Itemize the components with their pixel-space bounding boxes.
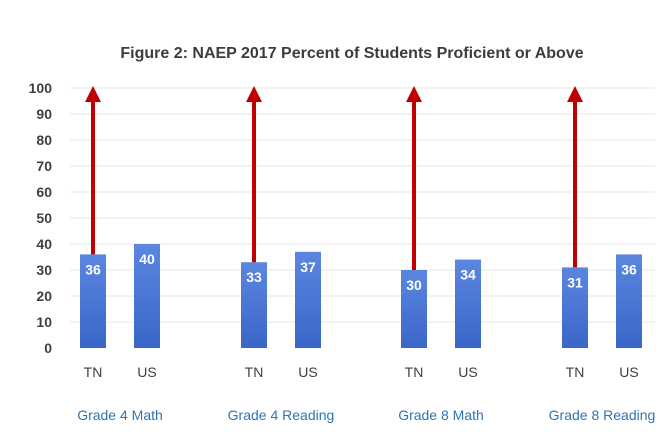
gridlines [70, 87, 655, 323]
x-tick-label: US [298, 364, 317, 380]
bar-value-label: 31 [567, 274, 583, 290]
y-tick-label: 60 [36, 184, 52, 200]
y-tick-label: 10 [36, 314, 52, 330]
y-axis-ticks: 0 10 20 30 40 50 60 70 80 90 100 [29, 80, 53, 356]
bar-us [134, 244, 160, 348]
bar-tn [80, 254, 106, 348]
bar-us [295, 251, 321, 348]
group-labels: Grade 4 Math Grade 4 Reading Grade 8 Math G… [77, 407, 655, 423]
y-tick-label: 0 [44, 340, 52, 356]
bar-us [455, 259, 481, 348]
x-axis-ticks: TN US TN US TN US TN US [84, 364, 639, 380]
y-tick-label: 40 [36, 236, 52, 252]
group-label: Grade 4 Reading [228, 407, 335, 423]
bar-value-labels: 36 40 33 37 30 34 31 36 [85, 251, 637, 293]
group-label: Grade 8 Reading [549, 407, 656, 423]
y-tick-label: 50 [36, 210, 52, 226]
bars [80, 244, 642, 348]
y-tick-label: 20 [36, 288, 52, 304]
bar-tn [241, 262, 267, 348]
bar-value-label: 36 [85, 261, 101, 277]
y-tick-label: 70 [36, 158, 52, 174]
y-tick-label: 80 [36, 132, 52, 148]
bar-value-label: 30 [406, 277, 422, 293]
bar-tn [562, 267, 588, 348]
chart-title: Figure 2: NAEP 2017 Percent of Students … [120, 45, 583, 62]
bar-value-label: 34 [460, 267, 476, 283]
bar-us [616, 254, 642, 348]
bar-value-label: 40 [139, 251, 155, 267]
bar-tn [401, 270, 427, 348]
x-tick-label: TN [405, 364, 424, 380]
x-tick-label: TN [245, 364, 264, 380]
x-tick-label: US [458, 364, 477, 380]
bar-value-label: 37 [300, 259, 316, 275]
bar-value-label: 36 [621, 261, 637, 277]
y-tick-label: 30 [36, 262, 52, 278]
arrows [85, 86, 583, 270]
y-tick-label: 90 [36, 106, 52, 122]
y-tick-label: 100 [29, 80, 53, 96]
x-tick-label: US [619, 364, 638, 380]
x-tick-label: US [137, 364, 156, 380]
group-label: Grade 8 Math [398, 407, 484, 423]
group-label: Grade 4 Math [77, 407, 163, 423]
x-tick-label: TN [84, 364, 103, 380]
x-tick-label: TN [566, 364, 585, 380]
bar-value-label: 33 [246, 269, 262, 285]
